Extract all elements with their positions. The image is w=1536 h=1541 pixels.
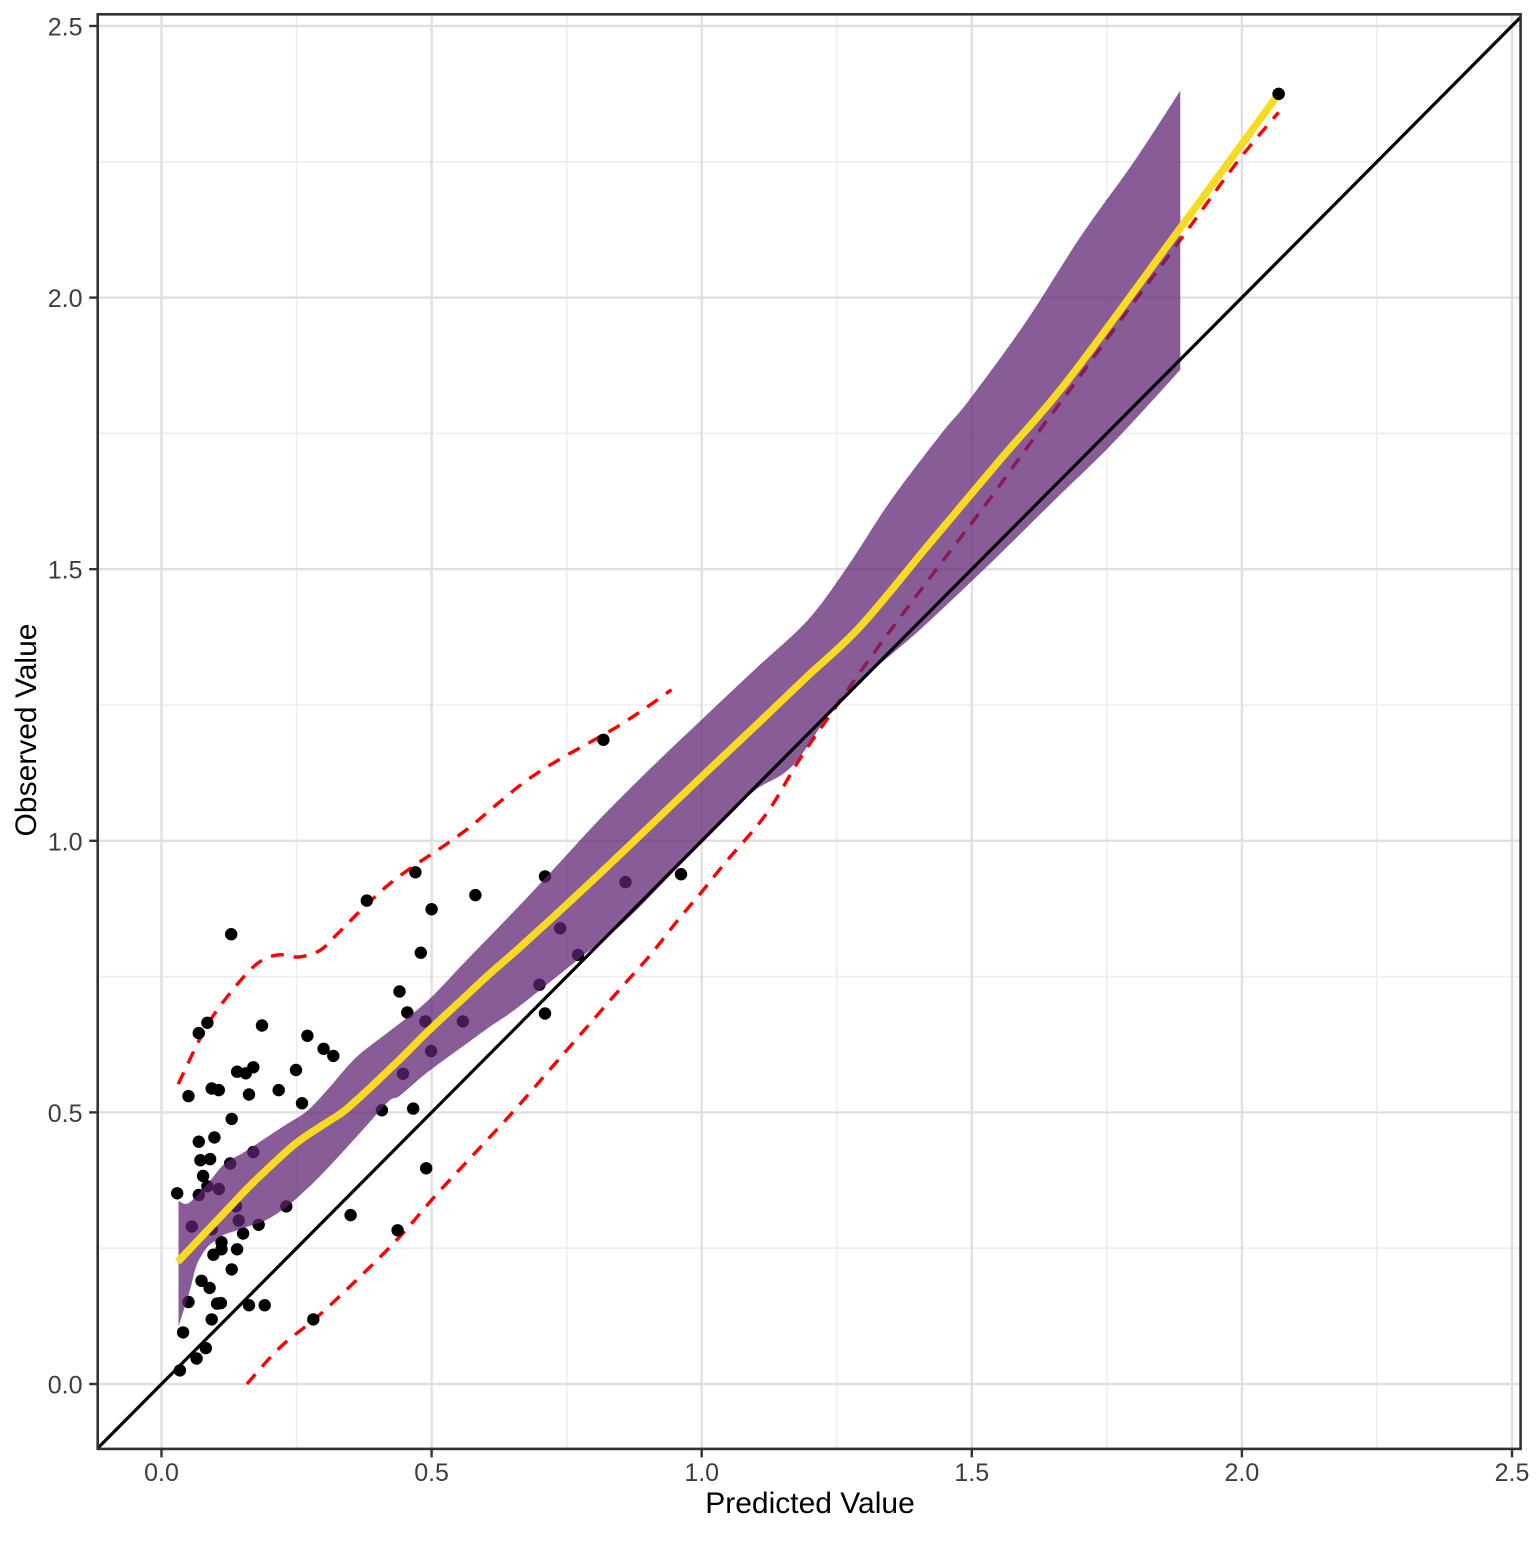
svg-text:2.5: 2.5 (48, 14, 83, 42)
svg-text:2.0: 2.0 (48, 285, 83, 313)
svg-text:0.0: 0.0 (144, 1459, 179, 1487)
svg-text:0.5: 0.5 (48, 1100, 83, 1128)
svg-text:1.5: 1.5 (48, 557, 83, 585)
svg-text:Predicted Value: Predicted Value (705, 1487, 915, 1520)
svg-text:2.5: 2.5 (1495, 1459, 1530, 1487)
svg-text:1.0: 1.0 (684, 1459, 719, 1487)
svg-text:0.5: 0.5 (414, 1459, 449, 1487)
svg-text:1.0: 1.0 (48, 828, 83, 856)
svg-text:1.5: 1.5 (954, 1459, 989, 1487)
svg-text:0.0: 0.0 (48, 1372, 83, 1400)
svg-text:2.0: 2.0 (1225, 1459, 1260, 1487)
svg-text:Observed Value: Observed Value (10, 624, 43, 837)
